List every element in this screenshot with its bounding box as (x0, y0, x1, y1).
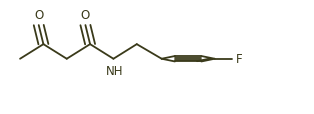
Text: O: O (81, 9, 90, 21)
Text: F: F (236, 53, 243, 66)
Text: O: O (34, 9, 43, 21)
Text: NH: NH (106, 65, 124, 78)
